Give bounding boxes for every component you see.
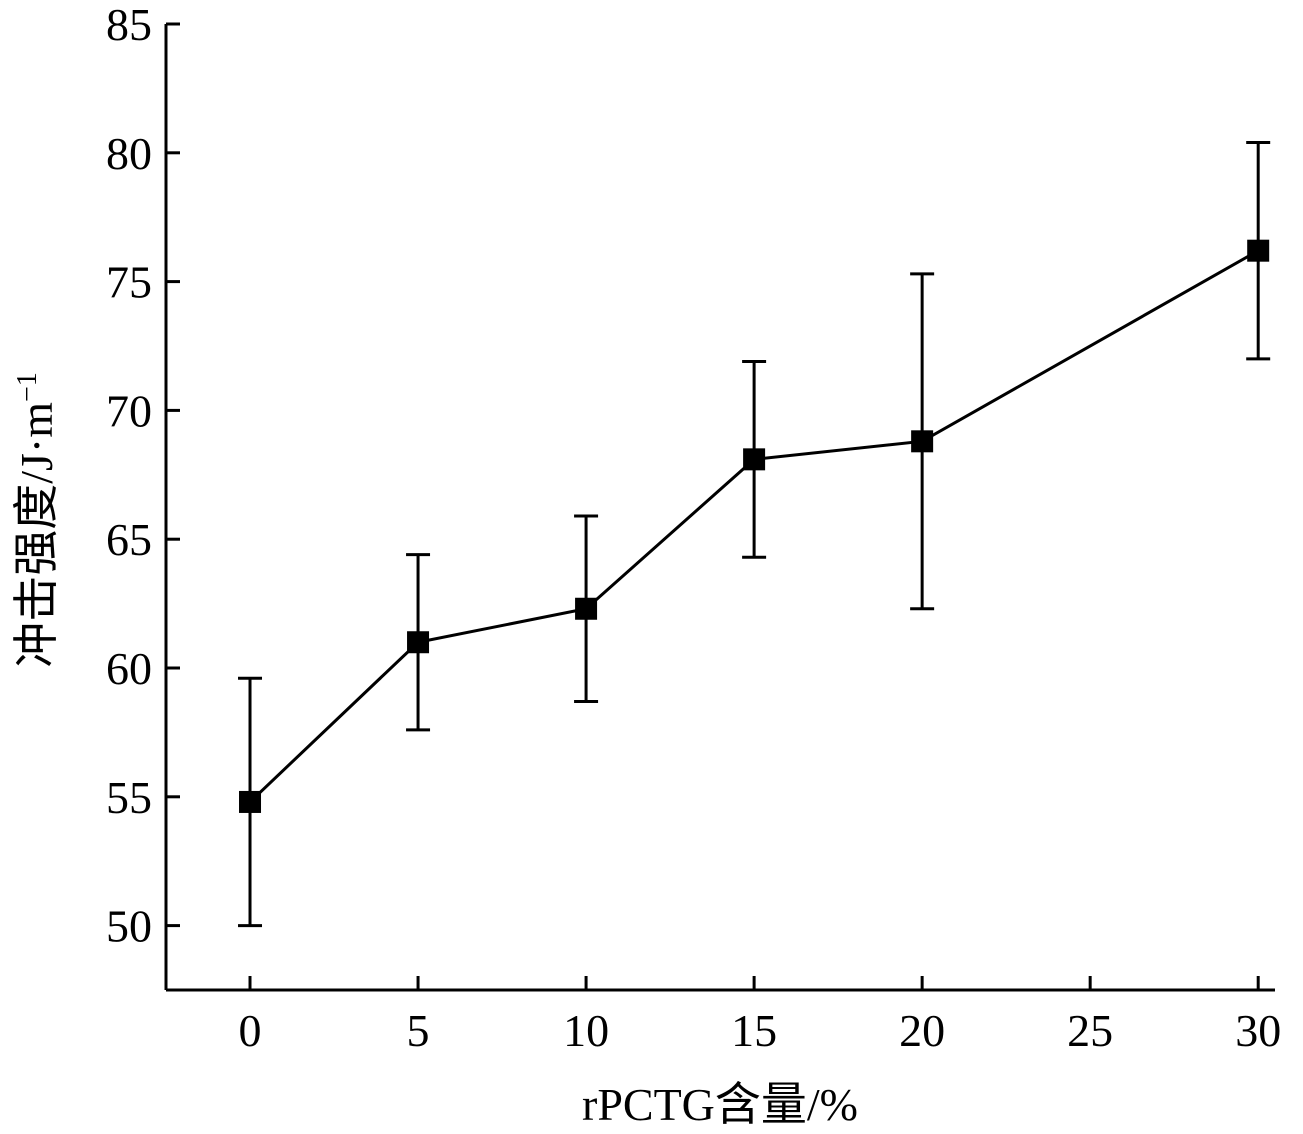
y-tick-label: 60: [106, 643, 152, 694]
y-axis-title: 冲击强度/J·m−1: [11, 372, 62, 668]
x-tick-label: 15: [731, 1005, 777, 1056]
data-point: [911, 430, 934, 453]
series-group: [238, 140, 1271, 928]
x-axis-title: rPCTG含量/%: [582, 1079, 858, 1130]
x-tick-label: 10: [563, 1005, 609, 1056]
data-point: [407, 631, 430, 654]
y-tick-label: 55: [106, 772, 152, 823]
x-tick-label: 5: [407, 1005, 430, 1056]
data-point: [743, 448, 766, 471]
y-axis-title-text: 冲击强度/J·m: [11, 402, 62, 668]
x-axis-ticks: 0 5 10 15 20 25 30: [239, 976, 1281, 1056]
series-line: [248, 249, 1259, 804]
axes: [164, 24, 1275, 992]
x-tick-label: 25: [1067, 1005, 1113, 1056]
x-tick-label: 0: [239, 1005, 262, 1056]
x-tick-label: 20: [899, 1005, 945, 1056]
x-tick-label: 30: [1235, 1005, 1281, 1056]
data-point: [239, 790, 262, 813]
y-axis-ticks: 50 55 60 65 70 75 80 85: [106, 0, 180, 952]
y-tick-label: 65: [106, 514, 152, 565]
y-tick-label: 85: [106, 0, 152, 50]
y-tick-label: 50: [106, 901, 152, 952]
data-point: [575, 597, 598, 620]
y-tick-label: 70: [106, 385, 152, 436]
data-point: [1247, 239, 1270, 262]
y-tick-label: 75: [106, 257, 152, 308]
y-tick-label: 80: [106, 128, 152, 179]
y-axis-title-superscript: −1: [12, 372, 43, 402]
